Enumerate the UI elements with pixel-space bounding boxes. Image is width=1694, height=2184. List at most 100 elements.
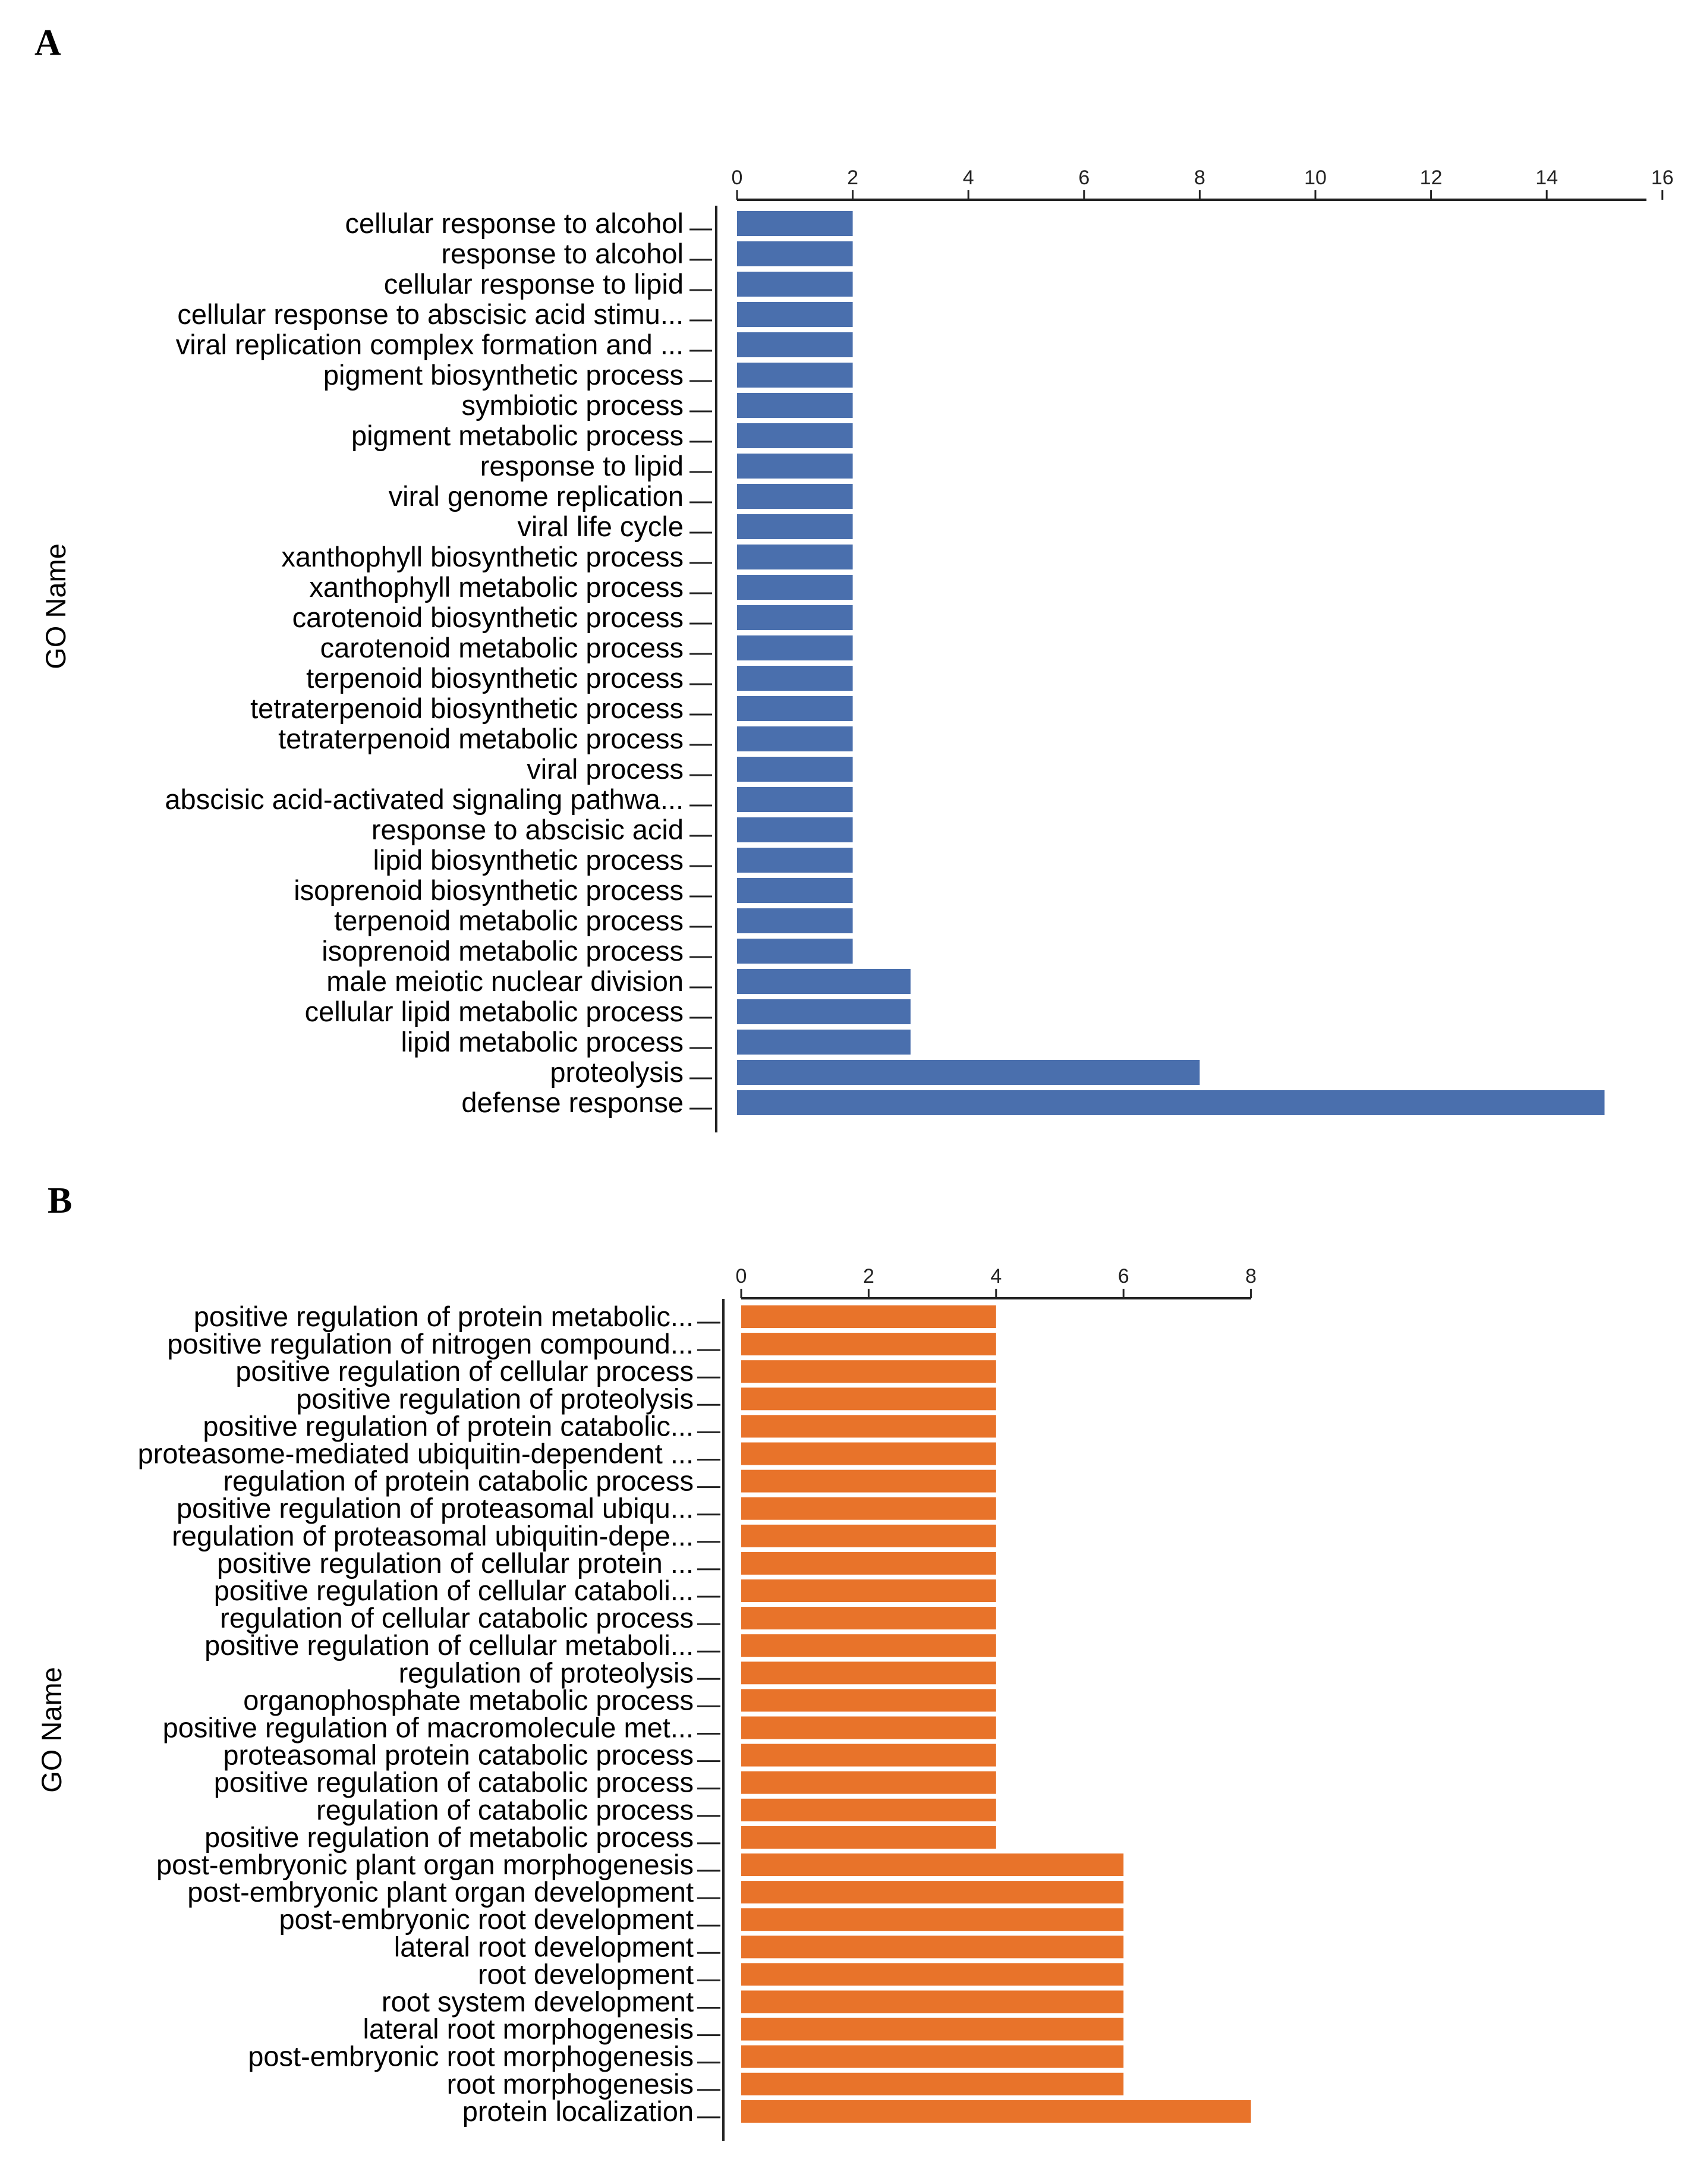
bar xyxy=(741,1360,996,1383)
bar xyxy=(741,1524,996,1547)
panel-letter-b: B xyxy=(48,1181,72,1221)
bar xyxy=(741,1798,996,1821)
bar xyxy=(737,423,853,448)
category-label: root system development xyxy=(382,1986,694,2018)
bar xyxy=(741,1908,1124,1931)
bar xyxy=(741,1333,996,1356)
category-label: abscisic acid-activated signaling pathwa… xyxy=(165,783,684,815)
bar xyxy=(741,1661,996,1685)
x-tick-label: 4 xyxy=(990,1265,1002,1288)
chart-panel-a: 0 2 4 6 8 10 12 14 16 cellular response to alcoho… xyxy=(40,166,1674,1132)
category-label: tetraterpenoid biosynthetic process xyxy=(250,693,684,724)
category-label: carotenoid biosynthetic process xyxy=(292,602,684,633)
bar xyxy=(741,1716,996,1739)
x-tick-label: 16 xyxy=(1651,166,1674,189)
category-label: positive regulation of cellular protein … xyxy=(217,1547,694,1579)
bar xyxy=(737,848,853,873)
bar xyxy=(737,605,853,630)
category-label: positive regulation of protein metabolic… xyxy=(194,1301,694,1332)
category-label: positive regulation of cellular cataboli… xyxy=(214,1575,694,1606)
bar xyxy=(741,1607,996,1630)
x-tick-label: 2 xyxy=(847,166,858,189)
category-label: defense response xyxy=(461,1087,684,1118)
x-tick-label: 14 xyxy=(1535,166,1558,189)
bar xyxy=(741,1744,996,1767)
chart-panel-b: 0 2 4 6 8 positive regulation of protein meta… xyxy=(36,1265,1257,2141)
category-label: positive regulation of proteasomal ubiqu… xyxy=(177,1493,694,1524)
y-axis-title: GO Name xyxy=(40,543,71,669)
bar xyxy=(737,514,853,539)
bar xyxy=(737,454,853,479)
category-label: lipid metabolic process xyxy=(401,1026,684,1058)
bar xyxy=(741,1415,996,1438)
category-label: positive regulation of catabolic process xyxy=(214,1767,694,1798)
bar xyxy=(741,2100,1251,2123)
bar xyxy=(737,999,911,1024)
bar xyxy=(737,211,853,236)
bar xyxy=(741,1387,996,1411)
bar xyxy=(737,302,853,327)
category-label: carotenoid metabolic process xyxy=(320,632,684,663)
category-label: proteasomal protein catabolic process xyxy=(223,1739,694,1771)
bar xyxy=(741,1579,996,1602)
bar xyxy=(737,635,853,660)
bar xyxy=(741,1936,1124,1959)
category-label: terpenoid metabolic process xyxy=(334,905,684,936)
bar xyxy=(737,878,853,903)
x-tick-label: 10 xyxy=(1304,166,1327,189)
category-label: positive regulation of metabolic process xyxy=(204,1821,694,1853)
x-tick-label: 2 xyxy=(863,1265,874,1288)
bar xyxy=(741,1853,1124,1876)
category-label: regulation of proteasomal ubiquitin-depe… xyxy=(172,1520,694,1552)
x-tick-label: 0 xyxy=(732,166,743,189)
category-label: regulation of proteolysis xyxy=(399,1657,694,1688)
category-label: root morphogenesis xyxy=(447,2068,694,2100)
bar xyxy=(741,1963,1124,1986)
category-label: viral replication complex formation and … xyxy=(176,329,684,360)
bar xyxy=(737,363,853,388)
bar xyxy=(741,1990,1124,2013)
bar xyxy=(737,1060,1200,1085)
bar xyxy=(737,241,853,266)
category-label: response to abscisic acid xyxy=(371,814,684,845)
category-label: response to alcohol xyxy=(441,238,684,269)
category-label: xanthophyll biosynthetic process xyxy=(281,541,684,572)
bar xyxy=(741,1497,996,1520)
category-label: cellular response to alcohol xyxy=(345,207,684,239)
category-label: protein localization xyxy=(462,2095,694,2127)
category-label: root development xyxy=(478,1958,694,1990)
category-label: isoprenoid biosynthetic process xyxy=(294,874,684,906)
category-label: cellular lipid metabolic process xyxy=(305,996,684,1027)
bar xyxy=(737,908,853,933)
category-label: male meiotic nuclear division xyxy=(326,965,684,997)
category-label: regulation of catabolic process xyxy=(316,1794,694,1826)
bar xyxy=(737,969,911,994)
category-label: lipid biosynthetic process xyxy=(373,844,684,876)
category-label: post-embryonic root development xyxy=(279,1903,694,1935)
bar xyxy=(737,939,853,964)
category-label: viral genome replication xyxy=(389,480,684,512)
category-label: lateral root development xyxy=(394,1931,694,1962)
bar xyxy=(741,1771,996,1794)
category-label: cellular response to abscisic acid stimu… xyxy=(177,298,684,330)
category-label: cellular response to lipid xyxy=(384,268,684,300)
bar xyxy=(741,2045,1124,2068)
x-tick-label: 4 xyxy=(963,166,974,189)
bar xyxy=(741,1469,996,1493)
x-tick-label: 8 xyxy=(1245,1265,1257,1288)
bar xyxy=(737,666,853,691)
bar xyxy=(741,1689,996,1712)
bar xyxy=(741,1305,996,1328)
bar xyxy=(737,757,853,782)
bar xyxy=(737,484,853,509)
bar xyxy=(737,545,853,569)
bar xyxy=(737,696,853,721)
bar xyxy=(741,1826,996,1849)
bar xyxy=(737,817,853,842)
category-label: post-embryonic root morphogenesis xyxy=(248,2041,694,2072)
bar xyxy=(741,1442,996,1465)
bar xyxy=(741,1881,1124,1904)
category-label: isoprenoid metabolic process xyxy=(322,935,684,967)
panel-letter-a: A xyxy=(34,23,61,63)
